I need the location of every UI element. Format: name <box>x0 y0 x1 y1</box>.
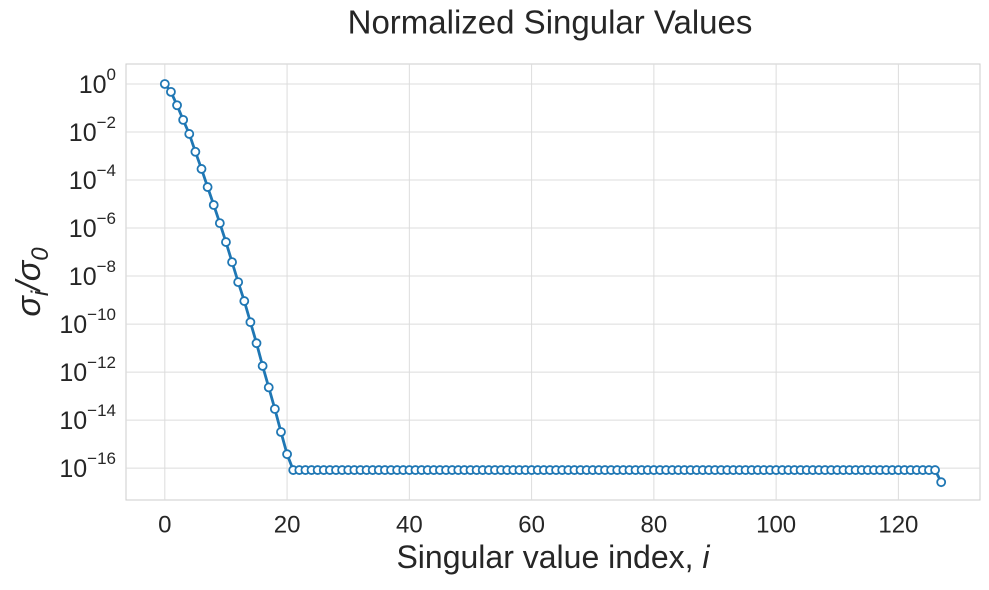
data-point <box>251 338 262 349</box>
data-point <box>276 427 286 437</box>
data-point <box>208 200 219 210</box>
data-point <box>202 182 213 192</box>
data-point <box>172 100 182 111</box>
data-point <box>930 465 940 475</box>
data-point <box>239 296 250 306</box>
y-tick-label: 10−14 <box>59 401 116 435</box>
data-point <box>233 277 244 287</box>
x-tick-label: 0 <box>158 511 171 538</box>
data-point <box>221 237 231 247</box>
y-tick-label: 10−10 <box>59 305 116 339</box>
data-point <box>159 79 170 89</box>
y-tick-label: 10−12 <box>59 353 116 387</box>
x-tick-label: 20 <box>274 511 301 538</box>
y-axis-label: σi/σ0 <box>10 247 54 317</box>
x-tick-label: 80 <box>641 511 668 538</box>
data-point <box>257 361 268 371</box>
data-point <box>178 114 189 125</box>
x-axis-label: Singular value index, i <box>396 539 710 575</box>
data-point <box>166 86 176 97</box>
data-point <box>190 146 201 157</box>
y-tick-label: 10−4 <box>69 161 116 195</box>
y-tick-label: 10−6 <box>69 209 116 243</box>
data-point <box>227 257 237 268</box>
y-tick-label: 100 <box>79 65 116 99</box>
data-point <box>282 449 292 460</box>
data-point <box>263 382 274 393</box>
data-point <box>936 477 947 488</box>
data-point <box>184 129 195 139</box>
data-point <box>269 404 280 414</box>
x-tick-label: 100 <box>756 511 796 538</box>
chart-title: Normalized Singular Values <box>348 4 753 41</box>
x-tick-label: 120 <box>878 511 918 538</box>
x-tick-label: 60 <box>518 511 545 538</box>
y-tick-label: 10−2 <box>69 113 116 147</box>
x-tick-label: 40 <box>396 511 423 538</box>
y-tick-label: 10−8 <box>69 257 116 291</box>
data-point <box>196 164 207 174</box>
y-tick-label: 10−16 <box>59 449 116 483</box>
plot-frame <box>125 63 981 501</box>
data-point <box>214 218 225 229</box>
data-point <box>245 317 256 328</box>
